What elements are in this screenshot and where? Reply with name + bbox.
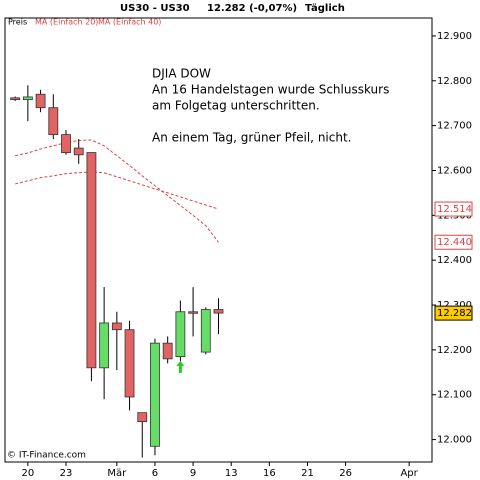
candle-body	[111, 322, 122, 331]
x-tick-label: 21	[301, 468, 314, 479]
annotation: An 16 Handelstagen wurde Schlusskurs	[152, 83, 389, 97]
price-marker-label: 12.440	[437, 237, 472, 248]
price-marker-label: 12.514	[437, 204, 472, 215]
candle-body	[86, 152, 97, 369]
x-tick-label: 16	[263, 468, 276, 479]
plot-frame	[4, 17, 433, 463]
annotation: An einem Tag, grüner Pfeil, nicht.	[152, 131, 351, 145]
candle-body	[137, 412, 148, 423]
candle-body	[35, 93, 46, 109]
annotation: am Folgetag unterschritten.	[152, 99, 320, 113]
candle-body	[124, 329, 135, 398]
y-tick-label: 12.800	[437, 76, 472, 87]
candle-body	[10, 97, 21, 101]
x-tick-label: Apr	[400, 468, 418, 479]
legend-entry: Preis	[8, 18, 27, 27]
header-symbol: US30 - US30	[120, 3, 190, 14]
x-tick-label: 23	[60, 468, 73, 479]
y-tick-label: 12.700	[437, 121, 472, 132]
candle-body	[150, 342, 160, 447]
ma-line	[15, 139, 219, 243]
y-tick-label: 12.100	[437, 390, 472, 401]
legend-entry: MA (Einfach 40)	[98, 18, 161, 27]
header-price: 12.282 (-0,07%)	[207, 3, 297, 14]
candle-body	[61, 134, 71, 153]
price-marker-label: 12.282	[437, 308, 472, 319]
price-marker	[434, 201, 473, 217]
y-tick-label: 12.900	[437, 31, 472, 42]
candle-body	[162, 342, 173, 360]
x-tick-label: 13	[225, 468, 238, 479]
y-tick-label: 12.400	[437, 255, 472, 266]
y-tick-label: 12.600	[437, 165, 472, 176]
legend-entry: MA (Einfach 20)	[35, 18, 98, 27]
candle-body	[200, 309, 211, 353]
candle-body	[188, 311, 198, 314]
candle-body	[48, 107, 59, 136]
candle-body	[213, 309, 224, 314]
x-tick-label: Mär	[107, 468, 127, 479]
footer: © IT-Finance.com	[7, 451, 86, 461]
price-marker	[434, 305, 473, 321]
x-tick-label: 9	[190, 468, 196, 479]
x-tick-label: 26	[339, 468, 352, 479]
header-period: Täglich	[305, 3, 345, 14]
y-tick-label: 12.000	[437, 435, 472, 446]
candle-body	[73, 147, 84, 156]
signal-arrow	[176, 360, 185, 373]
y-tick-label: 12.300	[437, 300, 472, 311]
price-marker	[434, 234, 473, 250]
candle-body	[22, 96, 33, 101]
x-tick-label: 6	[152, 468, 158, 479]
candle-body	[99, 322, 110, 369]
annotation: DJIA DOW	[152, 67, 211, 81]
x-tick-label: 20	[22, 468, 35, 479]
candle-body	[175, 311, 186, 358]
y-tick-label: 12.200	[437, 345, 472, 356]
